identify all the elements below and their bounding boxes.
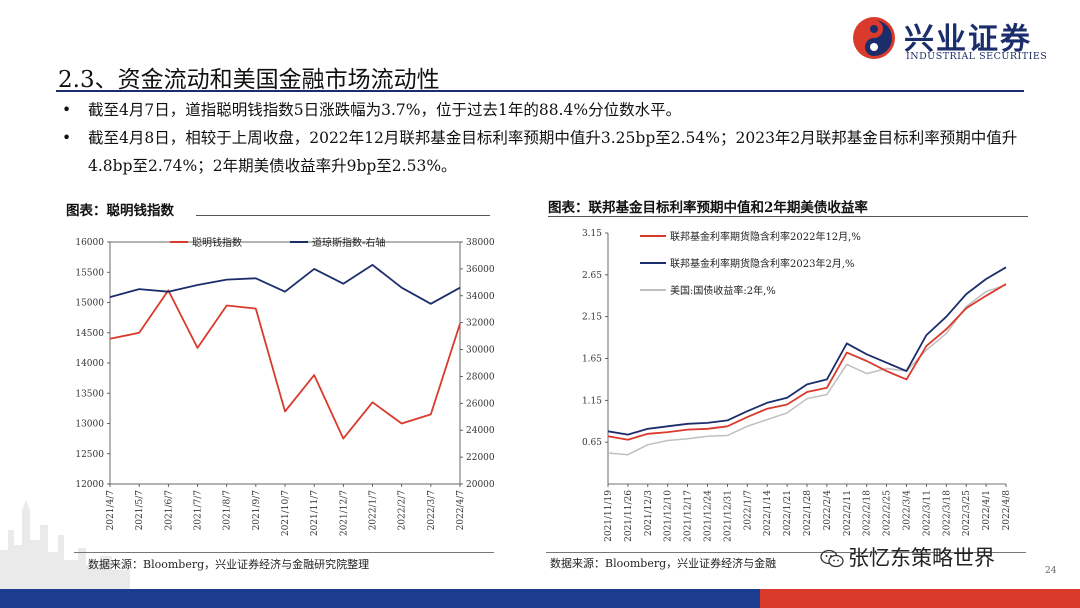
x-tick-label: 2021/11/19 <box>604 490 614 542</box>
x-tick-label: 2022/2/25 <box>883 490 893 536</box>
footer-bar-red <box>760 589 1080 608</box>
page-number: 24 <box>1045 566 1057 576</box>
bullet-item: • 截至4月7日，道指聪明钱指数5日涨跌幅为3.7%，位于过去1年的88.4%分位… <box>58 96 1038 124</box>
plot-frame <box>109 241 461 485</box>
title-divider <box>56 90 1024 92</box>
y2-tick-label: 30000 <box>466 346 495 356</box>
x-tick-label: 2021/5/7 <box>135 490 145 531</box>
legend-label: 道琼斯指数-右轴 <box>312 236 385 249</box>
y2-tick-label: 32000 <box>466 319 495 329</box>
series-line <box>109 289 461 440</box>
y-tick-label: 13500 <box>75 389 104 399</box>
brand-name-en: INDUSTRIAL SECURITIES <box>906 51 1048 62</box>
footer-bar-blue <box>0 589 760 608</box>
x-tick-label: 2022/2/11 <box>843 490 853 536</box>
fed-funds-rate-chart: 0.65 1.15 1.65 2.15 2.65 3.15 2021/11/19 2021/1… <box>582 229 1012 542</box>
x-tick-label: 2022/3/4 <box>903 490 913 531</box>
watermark-text: 张忆东策略世界 <box>848 546 995 570</box>
wechat-icon <box>820 549 844 568</box>
bullet-text: 截至4月8日，相较于上周收盘，2022年12月联邦基金目标利率预期中值升3.25… <box>88 129 1018 175</box>
x-tick-label: 2021/4/7 <box>106 490 116 531</box>
brand-name-cn: 兴业证券 <box>904 22 1032 57</box>
x-tick-label: 2021/12/10 <box>664 490 674 542</box>
x-tick-label: 2022/3/25 <box>962 490 972 536</box>
x-tick-label: 2021/7/7 <box>194 490 204 531</box>
y2-tick-label: 26000 <box>466 399 495 409</box>
right-caption-rule <box>548 216 1028 217</box>
x-tick-label: 2021/11/26 <box>624 490 634 542</box>
series-line <box>109 264 461 305</box>
series-line <box>607 283 1007 441</box>
x-tick-label: 2021/11/7 <box>310 490 320 536</box>
x-tick-label: 2022/3/7 <box>427 490 437 531</box>
series-line <box>607 266 1007 436</box>
series-line <box>607 284 1007 456</box>
legend-label: 美国:国债收益率:2年,% <box>670 284 776 297</box>
bullet-item: • 截至4月8日，相较于上周收盘，2022年12月联邦基金目标利率预期中值升3.2… <box>58 124 1043 180</box>
x-tick-label: 2021/12/3 <box>644 490 654 536</box>
y2-tick-label: 24000 <box>466 426 495 436</box>
x-tick-label: 2021/12/17 <box>684 490 694 542</box>
y-tick-label: 2.65 <box>582 271 602 281</box>
right-data-source: 数据来源：Bloomberg，兴业证券经济与金融 <box>550 557 777 570</box>
y2-tick-label: 20000 <box>466 480 495 490</box>
x-tick-label: 2022/1/14 <box>763 490 773 536</box>
x-tick-label: 2022/3/11 <box>922 490 932 536</box>
y-tick-label: 0.65 <box>582 438 602 448</box>
bullet-list: • 截至4月7日，道指聪明钱指数5日涨跌幅为3.7%，位于过去1年的88.4%分位… <box>58 96 1038 180</box>
y2-tick-label: 34000 <box>466 292 495 302</box>
y-tick-label: 15500 <box>75 268 104 278</box>
legend-label: 联邦基金利率期货隐含利率2022年12月,% <box>670 230 861 243</box>
y-tick-label: 1.15 <box>582 396 602 406</box>
y-tick-label: 3.15 <box>582 229 602 239</box>
x-tick-label: 2022/1/7 <box>369 490 379 531</box>
x-tick-label: 2022/2/7 <box>398 490 408 531</box>
x-tick-label: 2022/1/21 <box>783 490 793 536</box>
y2-tick-label: 22000 <box>466 453 495 463</box>
y-tick-label: 14500 <box>75 329 104 339</box>
x-tick-label: 2021/6/7 <box>164 490 174 531</box>
x-tick-label: 2021/9/7 <box>252 490 262 531</box>
legend-label: 聪明钱指数 <box>192 236 242 249</box>
left-source-rule <box>74 552 494 553</box>
left-data-source: 数据来源：Bloomberg，兴业证券经济与金融研究院整理 <box>88 558 370 571</box>
y2-tick-label: 38000 <box>466 238 495 248</box>
y2-tick-label: 36000 <box>466 265 495 275</box>
legend-label: 联邦基金利率期货隐含利率2023年2月,% <box>670 257 855 270</box>
left-caption-rule <box>196 215 490 216</box>
y-tick-label: 15000 <box>75 299 104 309</box>
x-tick-label: 2021/12/24 <box>704 490 714 542</box>
x-tick-label: 2022/4/8 <box>1002 490 1012 531</box>
bullet-dot: • <box>62 129 72 147</box>
bullet-dot: • <box>62 101 72 119</box>
page-title: 2.3、资金流动和美国金融市场流动性 <box>58 67 440 93</box>
y-tick-label: 12500 <box>75 450 104 460</box>
x-tick-label: 2022/3/18 <box>942 490 952 536</box>
y-tick-label: 14000 <box>75 359 104 369</box>
x-tick-label: 2021/8/7 <box>223 490 233 531</box>
x-tick-label: 2021/12/31 <box>723 490 733 542</box>
x-tick-label: 2022/1/7 <box>743 490 753 531</box>
city-skyline-decoration <box>0 500 130 589</box>
x-tick-label: 2021/10/7 <box>281 490 291 536</box>
x-tick-label: 2022/4/7 <box>456 490 466 531</box>
y-tick-label: 16000 <box>75 238 104 248</box>
x-tick-label: 2022/2/4 <box>823 490 833 531</box>
y-tick-label: 1.65 <box>582 355 602 365</box>
left-chart-caption: 图表：聪明钱指数 <box>66 203 174 219</box>
y-tick-label: 12000 <box>75 480 104 490</box>
x-tick-label: 2022/4/1 <box>982 490 992 530</box>
right-chart-caption: 图表：联邦基金目标利率预期中值和2年期美债收益率 <box>548 200 868 216</box>
bullet-text: 截至4月7日，道指聪明钱指数5日涨跌幅为3.7%，位于过去1年的88.4%分位数… <box>88 101 682 119</box>
x-tick-label: 2022/2/18 <box>863 490 873 536</box>
y2-tick-label: 28000 <box>466 372 495 382</box>
smart-money-chart: 12000 12500 13000 13500 14000 14500 15000 15500… <box>75 236 495 536</box>
y-tick-label: 13000 <box>75 420 104 430</box>
brand-emblem-icon <box>853 17 895 59</box>
right-source-rule <box>546 552 1026 553</box>
y-tick-label: 2.15 <box>582 313 602 323</box>
x-tick-label: 2021/12/7 <box>339 490 349 536</box>
brand-logo: 兴业证券 INDUSTRIAL SECURITIES <box>852 14 1067 64</box>
x-tick-label: 2022/1/28 <box>803 490 813 536</box>
